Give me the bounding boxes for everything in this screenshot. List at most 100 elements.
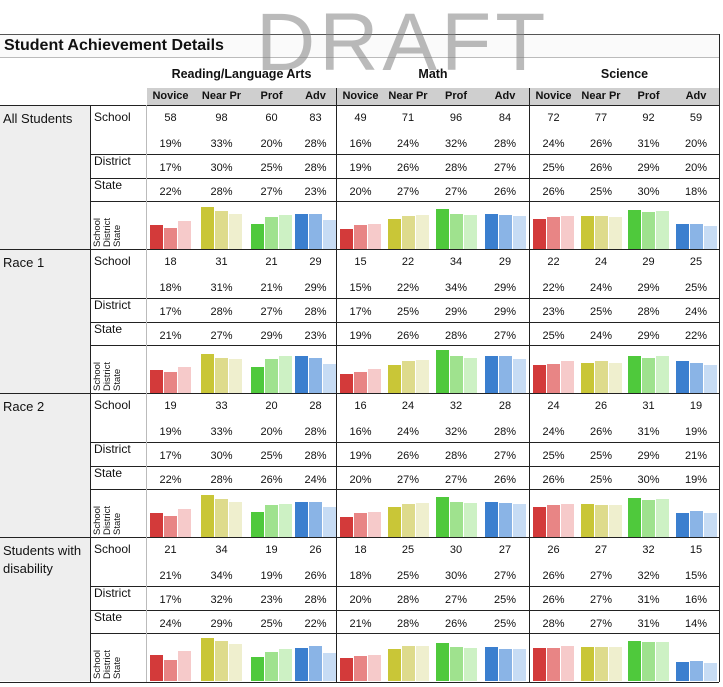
bar-school bbox=[340, 229, 353, 249]
bar-district bbox=[642, 212, 655, 249]
bar-school bbox=[251, 657, 264, 681]
state-pct-cell: 27% bbox=[210, 330, 233, 342]
state-pct-cell: 20% bbox=[349, 186, 372, 198]
level-header-0: Novice bbox=[152, 90, 189, 102]
bar-school bbox=[675, 662, 689, 681]
school-pct-cell: 28% bbox=[493, 426, 517, 438]
bar-school bbox=[533, 219, 546, 249]
state-pct-cell: 27% bbox=[396, 474, 420, 486]
bar-school bbox=[435, 497, 449, 537]
state-pct-cell: 27% bbox=[444, 186, 468, 198]
bar-district bbox=[309, 358, 322, 393]
district-pct-cell: 25% bbox=[260, 450, 283, 462]
bar-district bbox=[449, 647, 463, 681]
bar-state bbox=[415, 503, 429, 537]
district-pct-cell: 28% bbox=[444, 162, 468, 174]
bar-district bbox=[354, 656, 367, 681]
school-pct-cell: 26% bbox=[542, 570, 565, 582]
district-pct-cell: 17% bbox=[349, 306, 372, 318]
district-pct-cell: 26% bbox=[396, 450, 420, 462]
bar-school bbox=[387, 649, 401, 681]
state-pct-cell: 23% bbox=[304, 186, 327, 198]
bar-state bbox=[656, 499, 669, 537]
chart-legend-item: State bbox=[112, 368, 123, 391]
school-pct-cell: 22% bbox=[542, 282, 565, 294]
bar-state bbox=[561, 216, 574, 249]
school-count-cell: 29 bbox=[498, 256, 512, 268]
school-pct-cell: 29% bbox=[637, 282, 660, 294]
bar-school bbox=[628, 498, 641, 537]
school-count-cell: 25 bbox=[689, 256, 703, 268]
bar-district bbox=[689, 661, 703, 681]
district-pct-cell: 30% bbox=[210, 450, 233, 462]
bar-district bbox=[215, 211, 228, 249]
district-row-line-3 bbox=[90, 586, 719, 587]
chart-row-line-3 bbox=[90, 633, 719, 634]
level-header-10: Prof bbox=[637, 90, 660, 102]
bar-school bbox=[150, 655, 163, 681]
state-pct-cell: 27% bbox=[444, 474, 468, 486]
state-row-line-1 bbox=[90, 322, 719, 323]
group-top-line-3 bbox=[0, 537, 719, 538]
bar-district bbox=[689, 511, 703, 537]
state-pct-cell: 26% bbox=[493, 186, 517, 198]
bar-school bbox=[295, 648, 308, 681]
state-pct-cell: 26% bbox=[396, 330, 420, 342]
label-col-line bbox=[90, 105, 91, 682]
chart-legend-0: School District State bbox=[92, 202, 123, 247]
school-pct-cell: 24% bbox=[542, 138, 565, 150]
bar-state bbox=[229, 502, 242, 537]
district-pct-cell: 28% bbox=[304, 306, 327, 318]
level-header-3: Adv bbox=[305, 90, 326, 102]
district-pct-cell: 27% bbox=[589, 594, 613, 606]
bar-state bbox=[368, 655, 381, 681]
state-pct-cell: 25% bbox=[589, 186, 613, 198]
state-pct-cell: 27% bbox=[260, 186, 283, 198]
school-count-cell: 34 bbox=[215, 544, 228, 556]
school-count-cell: 59 bbox=[689, 112, 703, 124]
bar-state bbox=[279, 215, 292, 249]
bar-state bbox=[323, 507, 336, 537]
bar-district bbox=[547, 364, 560, 393]
level-header-11: Adv bbox=[685, 90, 707, 102]
bar-state bbox=[463, 503, 477, 537]
bar-district bbox=[498, 503, 512, 537]
state-pct-cell: 27% bbox=[396, 186, 420, 198]
bar-school bbox=[150, 513, 163, 537]
school-pct-cell: 19% bbox=[159, 426, 182, 438]
school-pct-cell: 21% bbox=[260, 282, 283, 294]
bar-school bbox=[251, 367, 264, 393]
bar-school bbox=[533, 507, 546, 537]
school-count-cell: 22 bbox=[547, 256, 560, 268]
school-count-cell: 33 bbox=[215, 400, 228, 412]
bar-state bbox=[656, 356, 669, 393]
page-title: Student Achievement Details bbox=[4, 37, 224, 54]
school-pct-cell: 20% bbox=[260, 426, 283, 438]
bar-district bbox=[594, 216, 608, 249]
bar-state bbox=[608, 505, 622, 537]
bar-school bbox=[580, 216, 594, 249]
school-pct-cell: 24% bbox=[589, 282, 613, 294]
bar-state bbox=[415, 646, 429, 681]
bar-state bbox=[561, 504, 574, 537]
school-pct-cell: 34% bbox=[444, 282, 468, 294]
school-pct-cell: 25% bbox=[396, 570, 420, 582]
school-pct-cell: 18% bbox=[159, 282, 182, 294]
bar-state bbox=[463, 358, 477, 393]
bar-state bbox=[512, 359, 526, 393]
level-header-2: Prof bbox=[260, 90, 283, 102]
school-pct-cell: 19% bbox=[260, 570, 283, 582]
group-label-bg-3 bbox=[0, 537, 90, 681]
state-pct-cell: 27% bbox=[493, 330, 517, 342]
district-pct-cell: 28% bbox=[637, 306, 660, 318]
district-pct-cell: 25% bbox=[396, 306, 420, 318]
school-count-cell: 26 bbox=[594, 400, 608, 412]
school-pct-cell: 18% bbox=[349, 570, 372, 582]
state-pct-cell: 19% bbox=[349, 330, 372, 342]
district-pct-cell: 27% bbox=[493, 450, 517, 462]
group-label-0: All Students bbox=[3, 111, 73, 126]
bar-state bbox=[415, 215, 429, 249]
bar-school bbox=[201, 207, 214, 249]
bar-district bbox=[449, 214, 463, 249]
bar-school bbox=[484, 502, 498, 537]
